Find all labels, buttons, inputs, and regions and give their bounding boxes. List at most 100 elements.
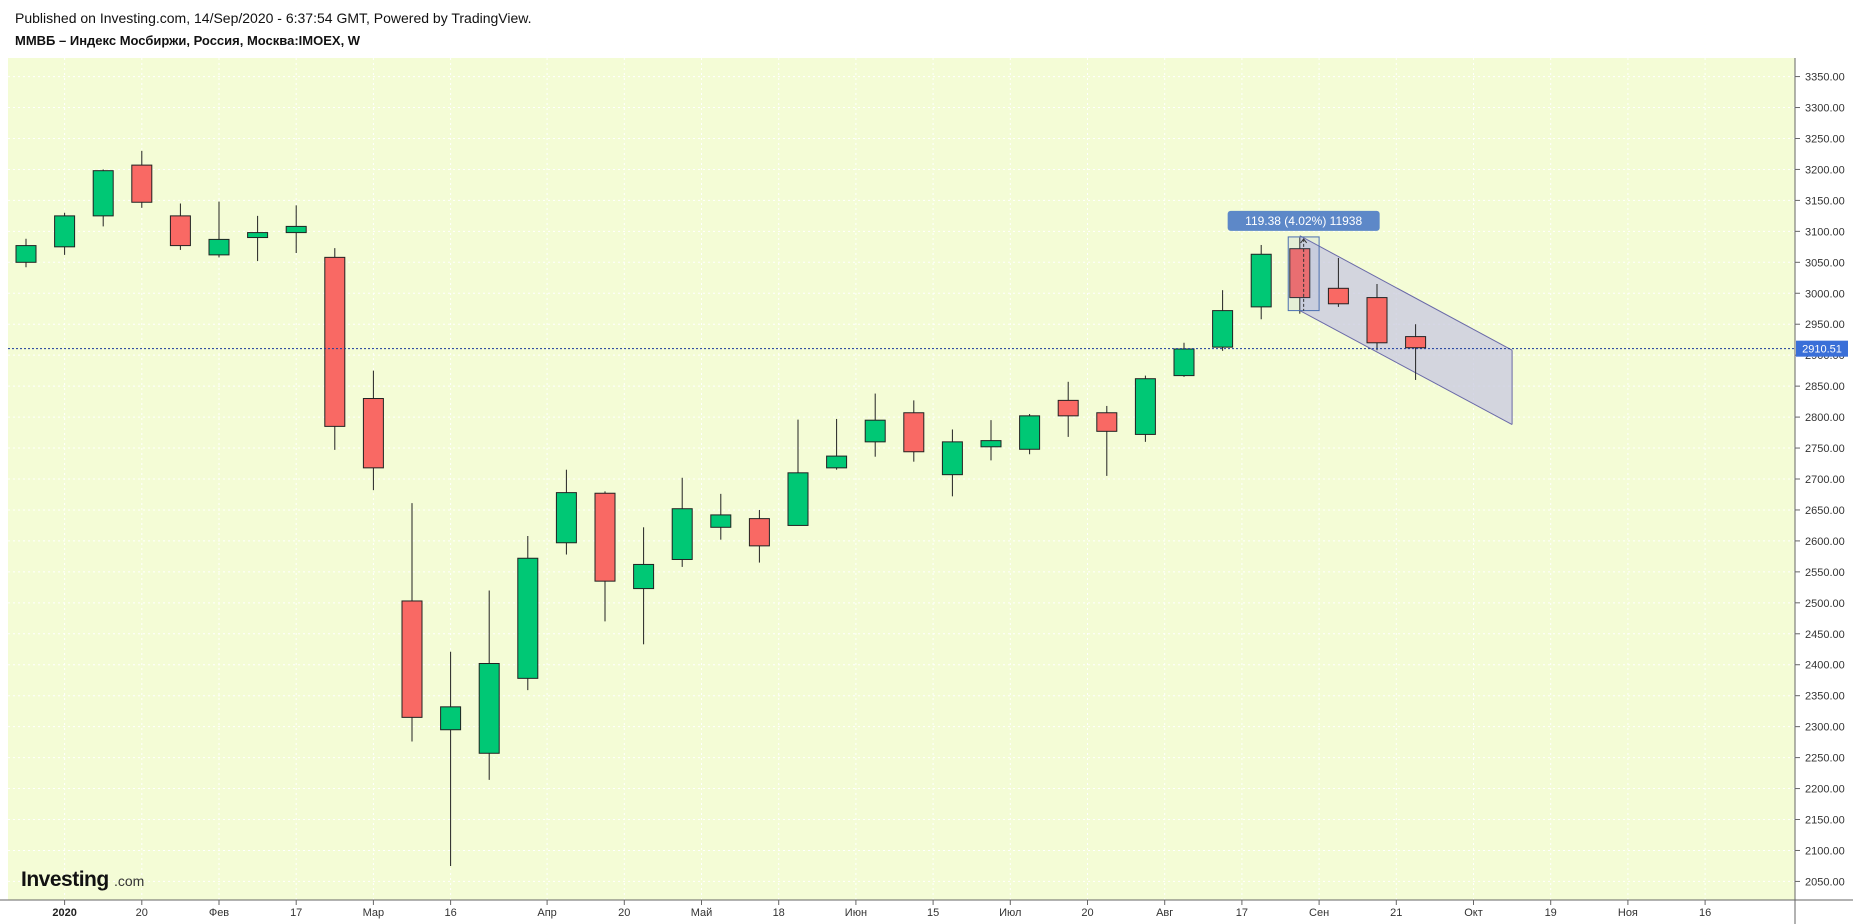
candle[interactable] (671, 477, 693, 567)
candle-body-down (748, 518, 770, 547)
logo-main: Investing (21, 868, 109, 891)
x-tick-label: Окт (1464, 907, 1483, 919)
candle[interactable] (92, 169, 114, 227)
candle[interactable] (903, 400, 925, 462)
x-tick-label: Июл (999, 907, 1021, 919)
symbol-title[interactable]: ММВБ – Индекс Мосбиржи, Россия, Москва:I… (15, 33, 361, 48)
candle[interactable] (1327, 257, 1349, 307)
x-tick-label: 20 (1081, 907, 1093, 919)
candle-body-down (324, 256, 346, 427)
candle-body-down (1289, 248, 1311, 299)
y-tick-label: 3300.00 (1805, 103, 1845, 115)
candle-body-up (517, 557, 539, 679)
candle-body-up (92, 170, 114, 217)
candle[interactable] (555, 469, 577, 555)
candle-body-down (169, 215, 191, 247)
candle[interactable] (864, 393, 886, 457)
candle[interactable] (1212, 290, 1234, 351)
candle-body-up (54, 215, 76, 248)
x-tick-label: 15 (927, 907, 939, 919)
y-tick-label: 3000.00 (1805, 288, 1845, 300)
candle-body-up (1173, 348, 1195, 377)
x-tick-label: Сен (1309, 907, 1329, 919)
candle[interactable] (787, 419, 809, 526)
y-tick-label: 2400.00 (1805, 660, 1845, 672)
candle[interactable] (1250, 244, 1272, 320)
x-tick-label: Мар (363, 907, 385, 919)
price-channel[interactable] (1299, 235, 1513, 425)
candle[interactable] (169, 203, 191, 250)
candle[interactable] (1134, 375, 1156, 442)
investing-logo: Investing .com (21, 868, 144, 891)
candle[interactable] (1405, 324, 1427, 380)
y-tick-label: 3250.00 (1805, 133, 1845, 145)
candle[interactable] (362, 370, 384, 491)
candle-body-down (131, 164, 153, 203)
candle[interactable] (710, 493, 732, 540)
candle-body-up (285, 225, 307, 234)
candle[interactable] (633, 527, 655, 645)
y-tick-label: 2350.00 (1805, 691, 1845, 703)
x-tick-label: 16 (1699, 907, 1711, 919)
candle[interactable] (941, 429, 963, 497)
candle-body-down (362, 398, 384, 469)
candle-body-up (826, 455, 848, 469)
candles[interactable] (15, 150, 1427, 866)
y-axis[interactable]: 2050.00 2100.00 2150.00 2200.00 2250.00 2300.… (1795, 72, 1845, 889)
candle[interactable] (247, 215, 269, 262)
candle-body-up (208, 238, 230, 256)
candle[interactable] (594, 491, 616, 622)
x-tick-label: Май (691, 907, 713, 919)
candle-body-up (555, 492, 577, 544)
x-tick-label: 2020 (52, 907, 76, 919)
candle[interactable] (54, 212, 76, 255)
candle[interactable] (478, 590, 500, 780)
x-tick-label: 20 (136, 907, 148, 919)
candle[interactable] (1019, 413, 1041, 455)
candle[interactable] (517, 535, 539, 691)
candle[interactable] (208, 201, 230, 258)
x-axis[interactable]: 2020 20 Фев 17 Мар 16 Апр 20 Май 18 Июн 15 Июл 20 Авг 1… (52, 900, 1711, 919)
y-tick-label: 2200.00 (1805, 784, 1845, 796)
candle[interactable] (131, 150, 153, 208)
plot-background (8, 58, 1795, 900)
candle-body-up (247, 232, 269, 239)
measure-label-box (1227, 210, 1380, 231)
logo-suffix: .com (114, 873, 144, 889)
candle[interactable] (1289, 237, 1311, 314)
channel-bottom-line[interactable] (1299, 310, 1513, 425)
candle[interactable] (1057, 381, 1079, 437)
x-tick-label: 20 (618, 907, 630, 919)
candle[interactable] (15, 238, 37, 268)
y-tick-label: 3350.00 (1805, 72, 1845, 84)
candle[interactable] (324, 248, 346, 450)
measure-tool[interactable]: 119.38 (4.02%) 11938 (1227, 210, 1380, 312)
candle-body-up (440, 706, 462, 731)
y-tick-label: 2750.00 (1805, 443, 1845, 455)
candle[interactable] (401, 503, 423, 742)
x-tick-label: 19 (1545, 907, 1557, 919)
candle[interactable] (980, 420, 1002, 461)
y-tick-label: 2700.00 (1805, 474, 1845, 486)
y-tick-label: 2550.00 (1805, 567, 1845, 579)
candle[interactable] (1366, 283, 1388, 351)
candle-body-up (1134, 378, 1156, 435)
current-price-label-box (1796, 340, 1848, 357)
candle[interactable] (826, 418, 848, 470)
channel-top-line[interactable] (1299, 235, 1513, 351)
y-tick-label: 2950.00 (1805, 319, 1845, 331)
candle-body-down (401, 600, 423, 718)
candle[interactable] (1096, 405, 1118, 476)
candle-body-down (1366, 297, 1388, 344)
candle[interactable] (285, 205, 307, 254)
x-tick-label: Ноя (1618, 907, 1638, 919)
candle-body-down (1405, 336, 1427, 349)
candle[interactable] (440, 651, 462, 866)
candle[interactable] (748, 509, 770, 563)
candle-body-up (1019, 415, 1041, 450)
y-tick-label: 2450.00 (1805, 629, 1845, 641)
x-tick-label: 17 (290, 907, 302, 919)
candle-body-down (1327, 287, 1349, 305)
y-tick-label: 2100.00 (1805, 845, 1845, 857)
